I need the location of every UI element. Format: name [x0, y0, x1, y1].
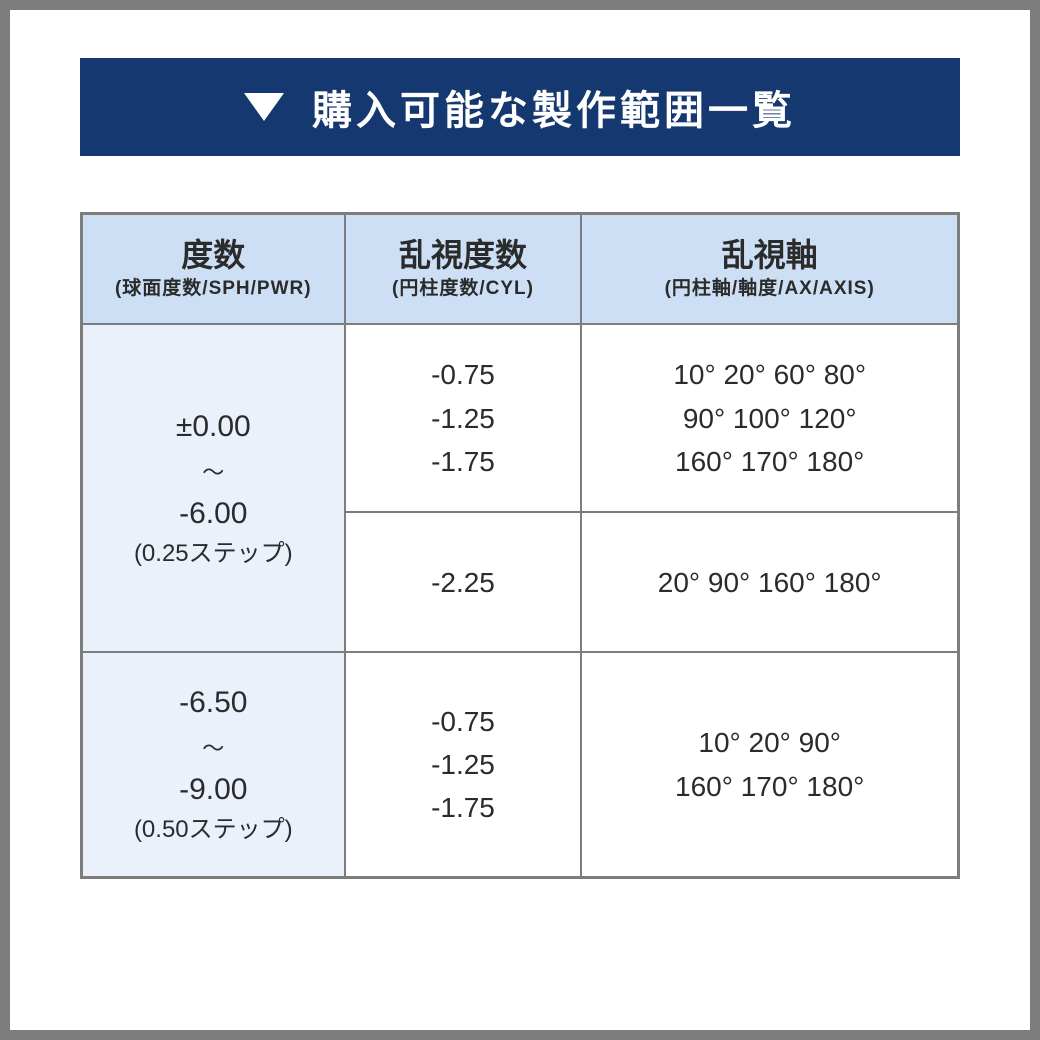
cell-sph-1: -6.50 〜 -9.00 (0.50ステップ)	[82, 652, 345, 877]
cell-axis-0-0: 10° 20° 60° 80°90° 100° 120°160° 170° 18…	[581, 324, 958, 512]
down-triangle-icon	[244, 93, 284, 121]
sph-step: (0.25ステップ)	[89, 536, 338, 572]
sph-tilde: 〜	[202, 460, 224, 485]
cell-cyl-0-1: -2.25	[345, 512, 582, 652]
table-row: ±0.00 〜 -6.00 (0.25ステップ) -0.75-1.25-1.75…	[82, 324, 959, 512]
cell-cyl-1-0: -0.75-1.25-1.75	[345, 652, 582, 877]
header-axis: 乱視軸 (円柱軸/軸度/AX/AXIS)	[581, 214, 958, 325]
header-cyl-line2: (円柱度数/CYL)	[354, 277, 573, 302]
table-row: -6.50 〜 -9.00 (0.50ステップ) -0.75-1.25-1.75…	[82, 652, 959, 877]
sph-from: -6.50	[179, 686, 247, 719]
header-sph-line1: 度数	[91, 235, 336, 277]
sph-to: -6.00	[179, 497, 247, 530]
sph-to: -9.00	[179, 773, 247, 806]
cell-axis-0-1: 20° 90° 160° 180°	[581, 512, 958, 652]
sph-from: ±0.00	[176, 410, 251, 443]
cell-sph-0: ±0.00 〜 -6.00 (0.25ステップ)	[82, 324, 345, 652]
header-sph: 度数 (球面度数/SPH/PWR)	[82, 214, 345, 325]
header-cyl: 乱視度数 (円柱度数/CYL)	[345, 214, 582, 325]
header-cyl-line1: 乱視度数	[354, 235, 573, 277]
header-axis-line2: (円柱軸/軸度/AX/AXIS)	[590, 277, 949, 302]
table-header-row: 度数 (球面度数/SPH/PWR) 乱視度数 (円柱度数/CYL) 乱視軸 (円…	[82, 214, 959, 325]
title-text: 購入可能な製作範囲一覧	[312, 78, 796, 136]
header-axis-line1: 乱視軸	[590, 235, 949, 277]
header-sph-line2: (球面度数/SPH/PWR)	[91, 277, 336, 302]
cell-cyl-0-0: -0.75-1.25-1.75	[345, 324, 582, 512]
title-banner: 購入可能な製作範囲一覧	[80, 58, 960, 156]
sph-step: (0.50ステップ)	[89, 812, 338, 848]
outer-frame: 購入可能な製作範囲一覧 度数 (球面度数/SPH/PWR) 乱視度数 (円柱度数…	[0, 0, 1040, 1040]
spec-table: 度数 (球面度数/SPH/PWR) 乱視度数 (円柱度数/CYL) 乱視軸 (円…	[80, 212, 960, 879]
cell-axis-1-0: 10° 20° 90°160° 170° 180°	[581, 652, 958, 877]
sph-tilde: 〜	[202, 736, 224, 761]
